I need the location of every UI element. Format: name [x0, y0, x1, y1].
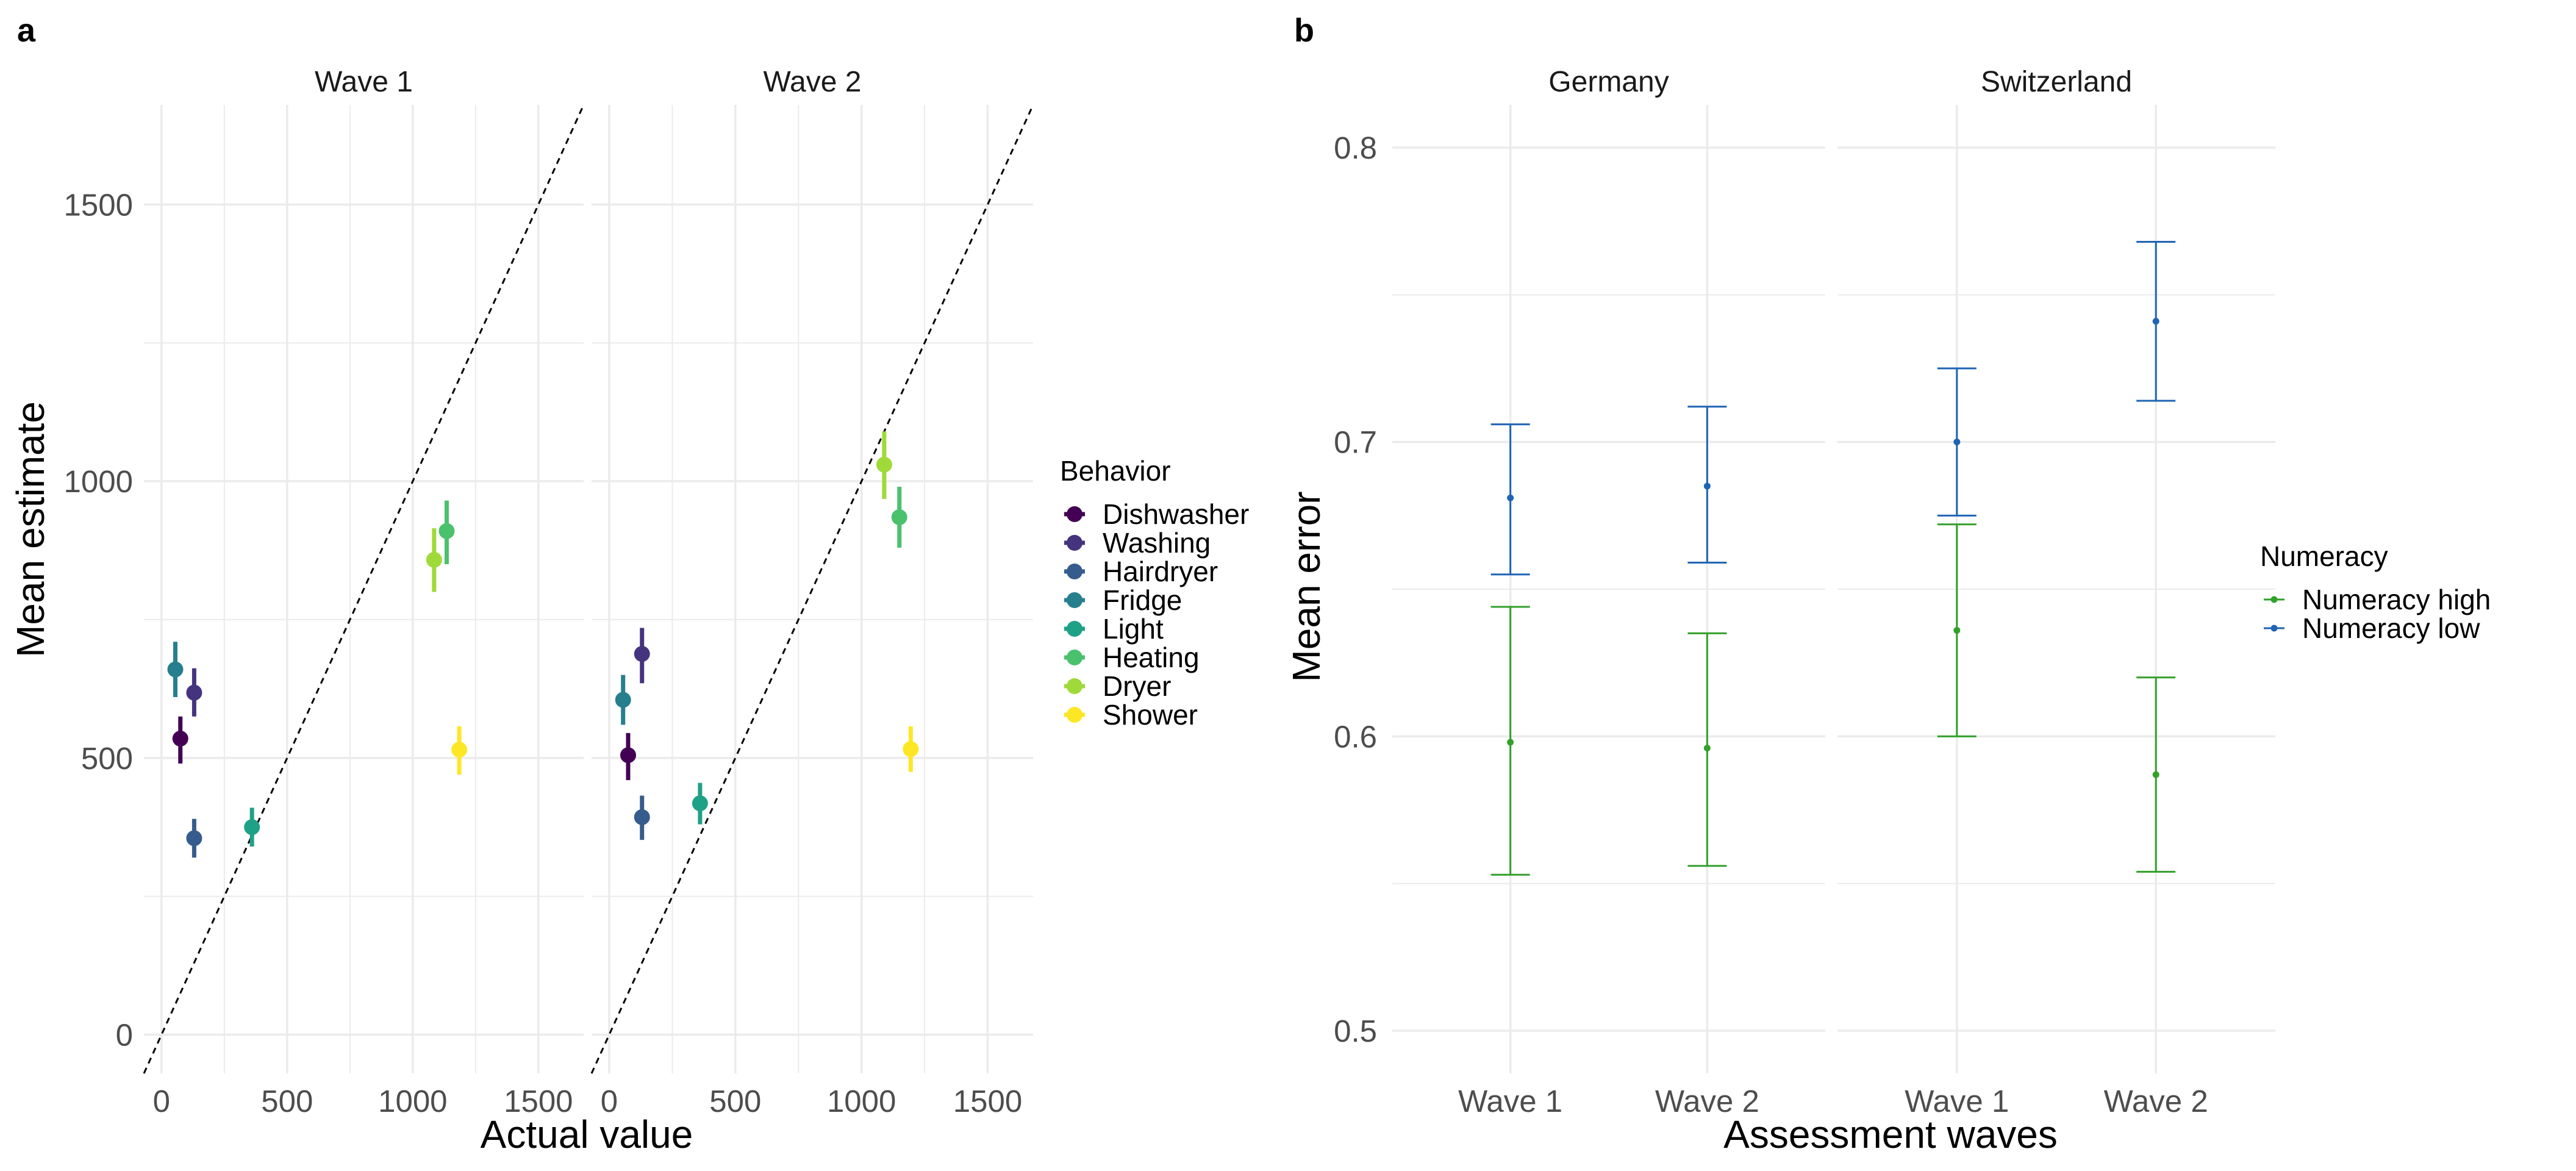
- panel-a-reference-lines: [143, 104, 1034, 1074]
- point-germany-wave-1-numeracy-low: [1507, 494, 1514, 501]
- x-tick-label: 1500: [953, 1084, 1022, 1119]
- panel-a: a Mean estimate Actual value Wave 1 Wave …: [9, 12, 1249, 1156]
- y-tick-label: 0: [116, 1017, 133, 1052]
- point-wave-2-light: [692, 795, 708, 812]
- facet-label: Wave 1: [315, 66, 413, 98]
- legend-label-fridge: Fridge: [1103, 584, 1182, 616]
- point-switzerland-wave-1-numeracy-low: [1953, 439, 1961, 446]
- point-wave-2-shower: [903, 741, 919, 757]
- point-wave-1-heating: [438, 523, 455, 539]
- panel-b-facet-strips: Germany Switzerland: [1548, 66, 2132, 98]
- y-tick-label: 500: [81, 741, 133, 776]
- y-tick-label: 0.7: [1334, 425, 1377, 460]
- legend-key-dryer: [1067, 678, 1082, 694]
- legend-key-light: [1067, 621, 1082, 637]
- y-tick-label: 1000: [64, 464, 133, 499]
- point-germany-wave-1-numeracy-high: [1507, 739, 1514, 746]
- legend-label-dryer: Dryer: [1103, 670, 1171, 702]
- panel-a-tag: a: [17, 12, 36, 49]
- point-wave-1-shower: [451, 742, 468, 758]
- reference-line: [590, 104, 1034, 1074]
- panel-a-facet-strips: Wave 1 Wave 2: [315, 66, 861, 98]
- point-wave-2-dryer: [876, 456, 892, 473]
- x-tick-label: 0: [601, 1084, 618, 1119]
- legend-label-shower: Shower: [1103, 699, 1198, 731]
- point-switzerland-wave-1-numeracy-high: [1953, 627, 1961, 634]
- x-tick-label: 1000: [378, 1084, 447, 1119]
- panel-b-x-tick-labels: Wave 1 Wave 2 Wave 1 Wave 2: [1458, 1084, 2208, 1119]
- point-wave-1-dryer: [426, 551, 442, 568]
- legend-key-numeracy-high: [2270, 596, 2278, 603]
- numeracy-legend-title: Numeracy: [2260, 540, 2388, 572]
- x-tick-label: 1000: [827, 1084, 896, 1119]
- legend-label-heating: Heating: [1103, 642, 1200, 673]
- panel-a-points: [167, 431, 919, 858]
- panel-b-points: [1490, 240, 2176, 876]
- x-tick-label: 0: [153, 1084, 170, 1119]
- panel-b-gridlines: [1392, 105, 2275, 1073]
- point-wave-1-washing: [186, 684, 202, 701]
- x-tick-label: Wave 2: [2104, 1084, 2208, 1119]
- legend-key-shower: [1067, 707, 1082, 723]
- x-tick-label: Wave 1: [1458, 1084, 1562, 1119]
- legend-label-hairdryer: Hairdryer: [1103, 556, 1218, 587]
- legend-label-dishwasher: Dishwasher: [1103, 498, 1249, 530]
- legend-key-dishwasher: [1067, 506, 1082, 522]
- legend-label-light: Light: [1103, 613, 1164, 645]
- y-tick-label: 0.8: [1334, 131, 1377, 165]
- point-switzerland-wave-2-numeracy-high: [2152, 771, 2159, 778]
- behavior-legend-items: DishwasherWashingHairdryerFridgeLightHea…: [1064, 498, 1249, 731]
- facet-label: Switzerland: [1981, 66, 2132, 98]
- x-tick-label: 1500: [504, 1084, 573, 1119]
- x-tick-label: Wave 1: [1905, 1084, 2009, 1119]
- point-wave-2-washing: [634, 646, 650, 662]
- panel-a-x-tick-labels: 0 500 1000 1500 0 500 1000 1500: [153, 1084, 1023, 1119]
- legend-key-fridge: [1067, 592, 1082, 608]
- panel-b-x-axis-title: Assessment waves: [1723, 1112, 2058, 1156]
- legend-key-hairdryer: [1067, 564, 1082, 579]
- y-tick-label: 1500: [64, 187, 133, 222]
- panel-a-y-axis-title: Mean estimate: [9, 401, 52, 657]
- point-wave-2-dishwasher: [620, 747, 636, 764]
- point-switzerland-wave-2-numeracy-low: [2152, 318, 2159, 325]
- panel-b-y-tick-labels: 0.5 0.6 0.7 0.8: [1334, 131, 1377, 1048]
- legend-key-heating: [1067, 650, 1082, 665]
- panel-a-gridlines: [144, 105, 1033, 1073]
- point-wave-2-fridge: [615, 692, 631, 708]
- point-wave-1-light: [244, 819, 260, 836]
- legend-key-numeracy-low: [2270, 625, 2278, 632]
- behavior-legend-title: Behavior: [1060, 455, 1171, 487]
- x-tick-label: 500: [709, 1084, 761, 1119]
- panel-b-y-axis-title: Mean error: [1284, 492, 1328, 682]
- legend-key-washing: [1067, 535, 1082, 551]
- point-germany-wave-2-numeracy-low: [1703, 482, 1711, 490]
- point-wave-1-hairdryer: [186, 830, 202, 847]
- facet-label: Germany: [1548, 66, 1669, 98]
- point-wave-2-hairdryer: [634, 809, 650, 825]
- reference-line: [143, 104, 585, 1074]
- legend-label-washing: Washing: [1103, 527, 1211, 559]
- legend-label-numeracy-high: Numeracy high: [2302, 584, 2491, 615]
- point-wave-1-fridge: [167, 661, 184, 678]
- panel-a-y-tick-labels: 0 500 1000 1500: [64, 187, 133, 1052]
- panel-a-x-axis-title: Actual value: [481, 1112, 693, 1156]
- behavior-legend: Behavior DishwasherWashingHairdryerFridg…: [1060, 455, 1249, 731]
- panel-b: b Mean error Assessment waves Germany Swi…: [1284, 12, 2491, 1156]
- point-wave-1-dishwasher: [172, 731, 188, 747]
- point-wave-2-heating: [891, 509, 907, 526]
- facet-label: Wave 2: [764, 66, 862, 98]
- legend-label-numeracy-low: Numeracy low: [2302, 612, 2480, 644]
- x-tick-label: Wave 2: [1655, 1084, 1759, 1119]
- y-tick-label: 0.6: [1334, 719, 1377, 754]
- point-germany-wave-2-numeracy-high: [1703, 745, 1711, 752]
- x-tick-label: 500: [261, 1084, 313, 1119]
- y-tick-label: 0.5: [1334, 1014, 1377, 1048]
- panel-b-tag: b: [1294, 12, 1314, 49]
